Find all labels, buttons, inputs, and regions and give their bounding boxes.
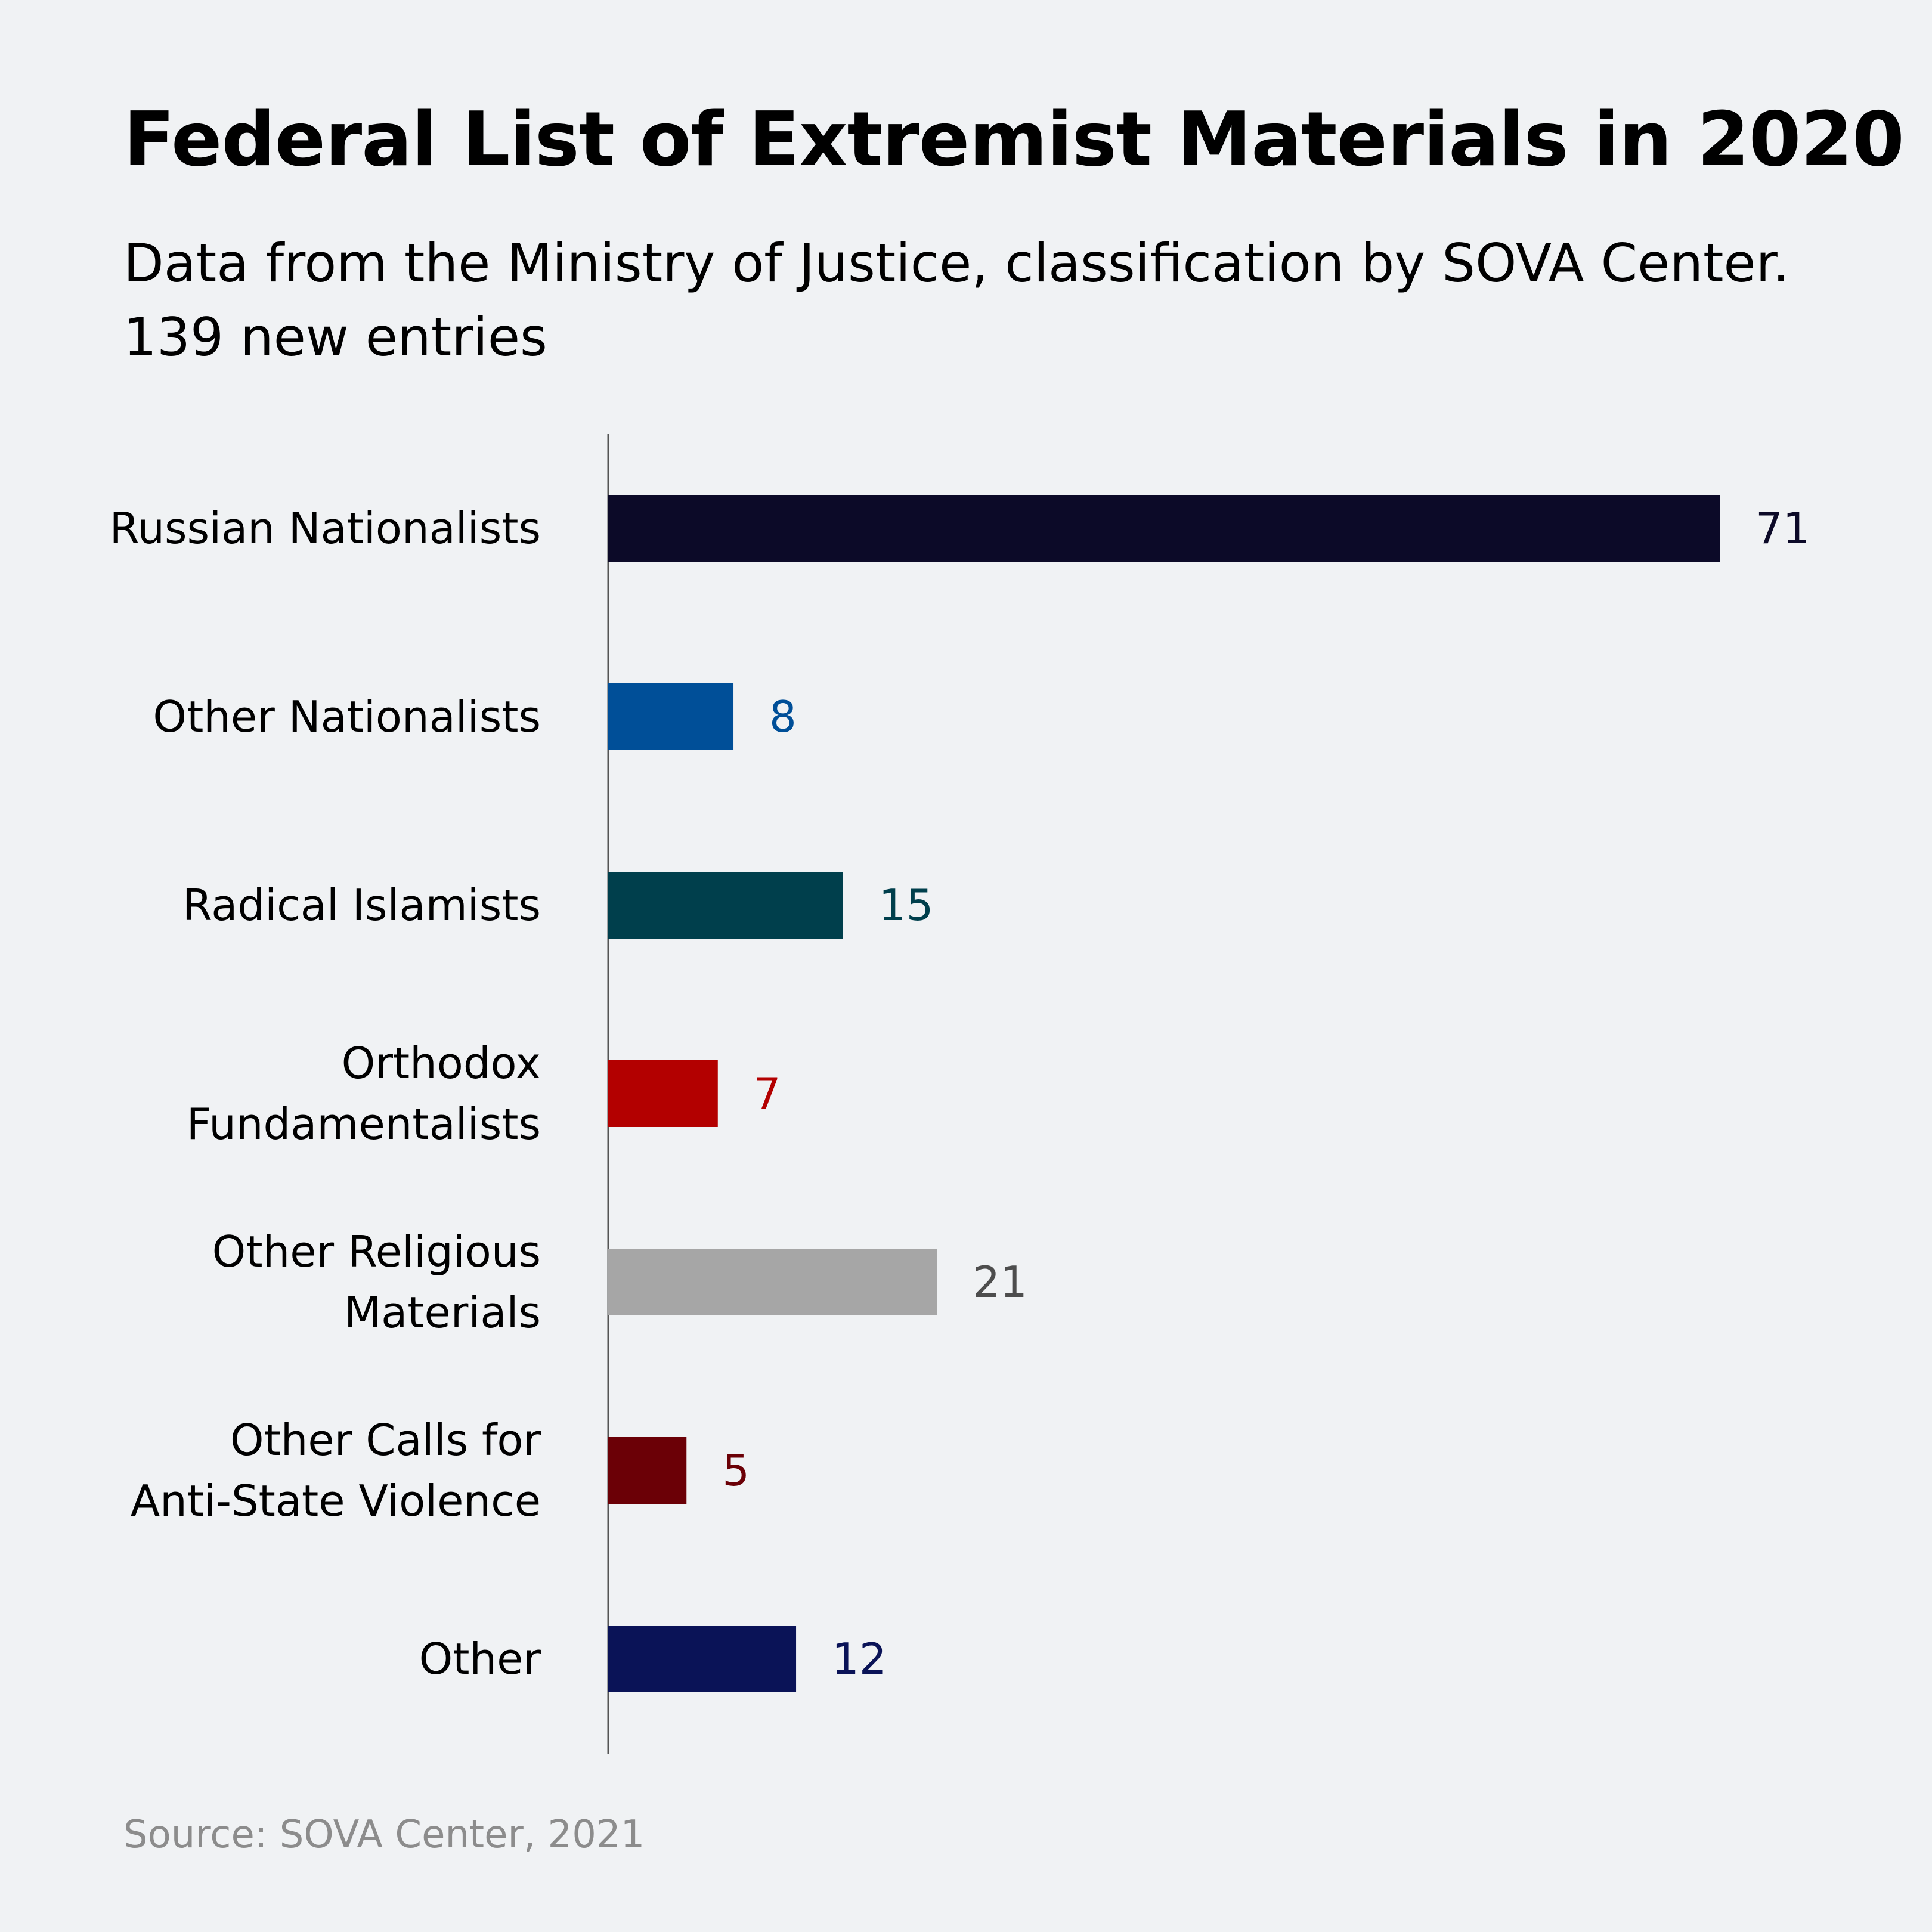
value-label: 7	[754, 1069, 781, 1119]
bar	[608, 1249, 937, 1315]
category-label: Other	[419, 1634, 541, 1684]
subtitle-line-2: 139 new entries	[123, 306, 547, 368]
value-label: 12	[832, 1634, 887, 1684]
category-label: Orthodox	[342, 1038, 541, 1088]
bar	[608, 495, 1720, 562]
category-label: Other Calls for	[230, 1415, 541, 1465]
bar	[608, 683, 734, 750]
category-label: Other Religious	[212, 1227, 541, 1277]
category-label: Anti-State Violence	[131, 1476, 541, 1526]
bar	[608, 1437, 687, 1504]
category-label: Russian Nationalists	[110, 503, 541, 553]
category-label: Other Nationalists	[153, 692, 541, 742]
value-label: 8	[769, 692, 797, 742]
value-label: 21	[973, 1257, 1027, 1307]
value-label: 71	[1755, 503, 1810, 553]
category-label: Fundamentalists	[187, 1099, 541, 1149]
bar	[608, 1060, 718, 1127]
chart-title: Federal List of Extremist Materials in 2…	[123, 95, 1905, 183]
value-label: 15	[879, 880, 934, 930]
category-label: Radical Islamists	[182, 880, 541, 930]
bar	[608, 872, 843, 939]
bar	[608, 1626, 797, 1692]
category-label: Materials	[344, 1287, 541, 1337]
value-label: 5	[722, 1445, 750, 1496]
subtitle-line-1: Data from the Ministry of Justice, class…	[123, 233, 1789, 294]
source-note: Source: SOVA Center, 2021	[123, 1813, 645, 1857]
chart-subtitle: Data from the Ministry of Justice, class…	[123, 227, 1789, 374]
